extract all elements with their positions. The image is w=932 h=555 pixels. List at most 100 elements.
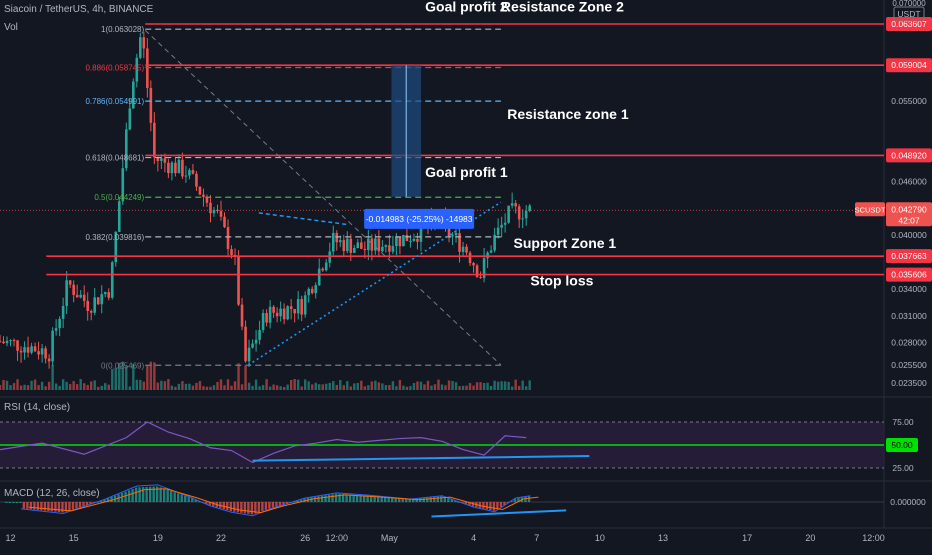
candle-body: [23, 347, 26, 353]
macd-histogram-bar: [317, 496, 320, 502]
candle-body: [240, 304, 244, 327]
fib-level-label: 0.618(0.048681): [85, 154, 144, 163]
candle-body: [219, 210, 223, 217]
price-tick-label: 0.040000: [891, 230, 927, 240]
level-price-label: 0.063607: [891, 19, 927, 29]
candle-body: [388, 245, 391, 252]
candle-body: [377, 238, 381, 252]
volume-bar: [381, 383, 384, 390]
candle-body: [216, 209, 219, 211]
volume-bar: [300, 386, 303, 390]
volume-bar: [149, 361, 153, 390]
macd-histogram-bar: [198, 501, 201, 503]
candle-body: [58, 318, 61, 329]
macd-histogram-bar: [383, 497, 387, 502]
price-tick-label: 0.025500: [891, 360, 927, 370]
macd-histogram-bar: [517, 497, 520, 502]
candle-body: [524, 210, 528, 219]
macd-histogram-bar: [261, 502, 264, 512]
candle-body: [247, 347, 251, 362]
macd-histogram-bar: [110, 497, 113, 502]
volume-bar: [303, 379, 307, 390]
macd-histogram-bar: [285, 502, 289, 504]
volume-bar: [195, 382, 198, 390]
volume-bar: [458, 386, 461, 390]
volume-bar: [339, 380, 342, 390]
volume-bar: [412, 383, 416, 390]
currency-box: [893, 6, 925, 22]
volume-bar: [398, 380, 402, 390]
macd-histogram-bar: [440, 496, 443, 502]
volume-bar: [79, 379, 82, 390]
macd-histogram-bar: [43, 502, 47, 511]
volume-bar: [314, 382, 317, 390]
volume-bar: [395, 386, 398, 390]
macd-histogram-bar: [173, 492, 176, 502]
candle-body: [349, 238, 353, 253]
macd-histogram-bar: [405, 499, 408, 502]
macd-histogram-bar: [159, 487, 162, 502]
macd-histogram-bar: [131, 489, 134, 502]
macd-histogram-bar: [331, 494, 334, 502]
candle-body: [307, 288, 310, 296]
candle-body: [100, 294, 104, 305]
rsi-tick-label: 50.00: [891, 440, 913, 450]
candle-body: [465, 246, 468, 253]
candle-body: [279, 308, 282, 317]
macd-histogram-bar: [47, 502, 50, 511]
candle-body: [356, 242, 360, 249]
rsi-title: RSI (14, close): [4, 402, 71, 413]
volume-bar: [163, 381, 167, 390]
fib-level-label: 0.382(0.039816): [85, 233, 144, 242]
candle-body: [289, 306, 293, 310]
rsi-tick-label: 25.00: [892, 463, 914, 473]
macd-histogram-bar: [124, 491, 127, 502]
macd-histogram-bar: [8, 502, 12, 503]
candle-body: [282, 308, 286, 320]
macd-histogram-bar: [82, 502, 85, 507]
candle-body: [514, 203, 517, 207]
volume-bar: [496, 381, 500, 390]
candle-body: [528, 205, 531, 211]
volume-bar: [16, 379, 19, 390]
macd-histogram-bar: [162, 488, 166, 502]
volume-bar: [135, 379, 139, 390]
candle-body: [121, 168, 125, 202]
volume-bar: [503, 381, 507, 390]
volume-bar: [335, 384, 338, 390]
candle-body: [447, 223, 451, 237]
macd-histogram-bar: [187, 497, 190, 502]
macd-histogram-bar: [229, 502, 233, 512]
volume-bar: [44, 386, 47, 390]
volume-bar: [19, 385, 23, 390]
macd-histogram-bar: [324, 495, 327, 502]
volume-bar: [125, 366, 128, 390]
macd-histogram-bar: [426, 497, 429, 502]
volume-bar: [90, 381, 93, 390]
macd-histogram-bar: [292, 501, 296, 503]
candle-body: [170, 162, 174, 174]
candle-body: [205, 196, 209, 203]
macd-histogram-bar: [348, 494, 352, 502]
volume-bar: [2, 379, 5, 390]
volume-bar: [426, 380, 430, 390]
volume-bar: [447, 380, 451, 390]
candle-body: [86, 300, 89, 311]
time-tick-label: 17: [742, 533, 752, 543]
candle-body: [468, 252, 472, 264]
volume-bar: [388, 385, 391, 390]
macd-histogram-bar: [327, 494, 331, 502]
level-price-tag: [886, 267, 932, 282]
volume-bar: [510, 386, 514, 390]
candle-body: [493, 234, 496, 251]
annotation-text: Stop loss: [530, 272, 593, 288]
macd-histogram-bar: [447, 498, 450, 502]
candle-body: [482, 258, 486, 279]
volume-bar: [30, 380, 33, 390]
candle-body: [496, 227, 500, 235]
macd-histogram-bar: [527, 496, 531, 502]
volume-bar: [451, 380, 454, 390]
candle-body: [79, 294, 82, 298]
macd-histogram-bar: [103, 499, 106, 502]
